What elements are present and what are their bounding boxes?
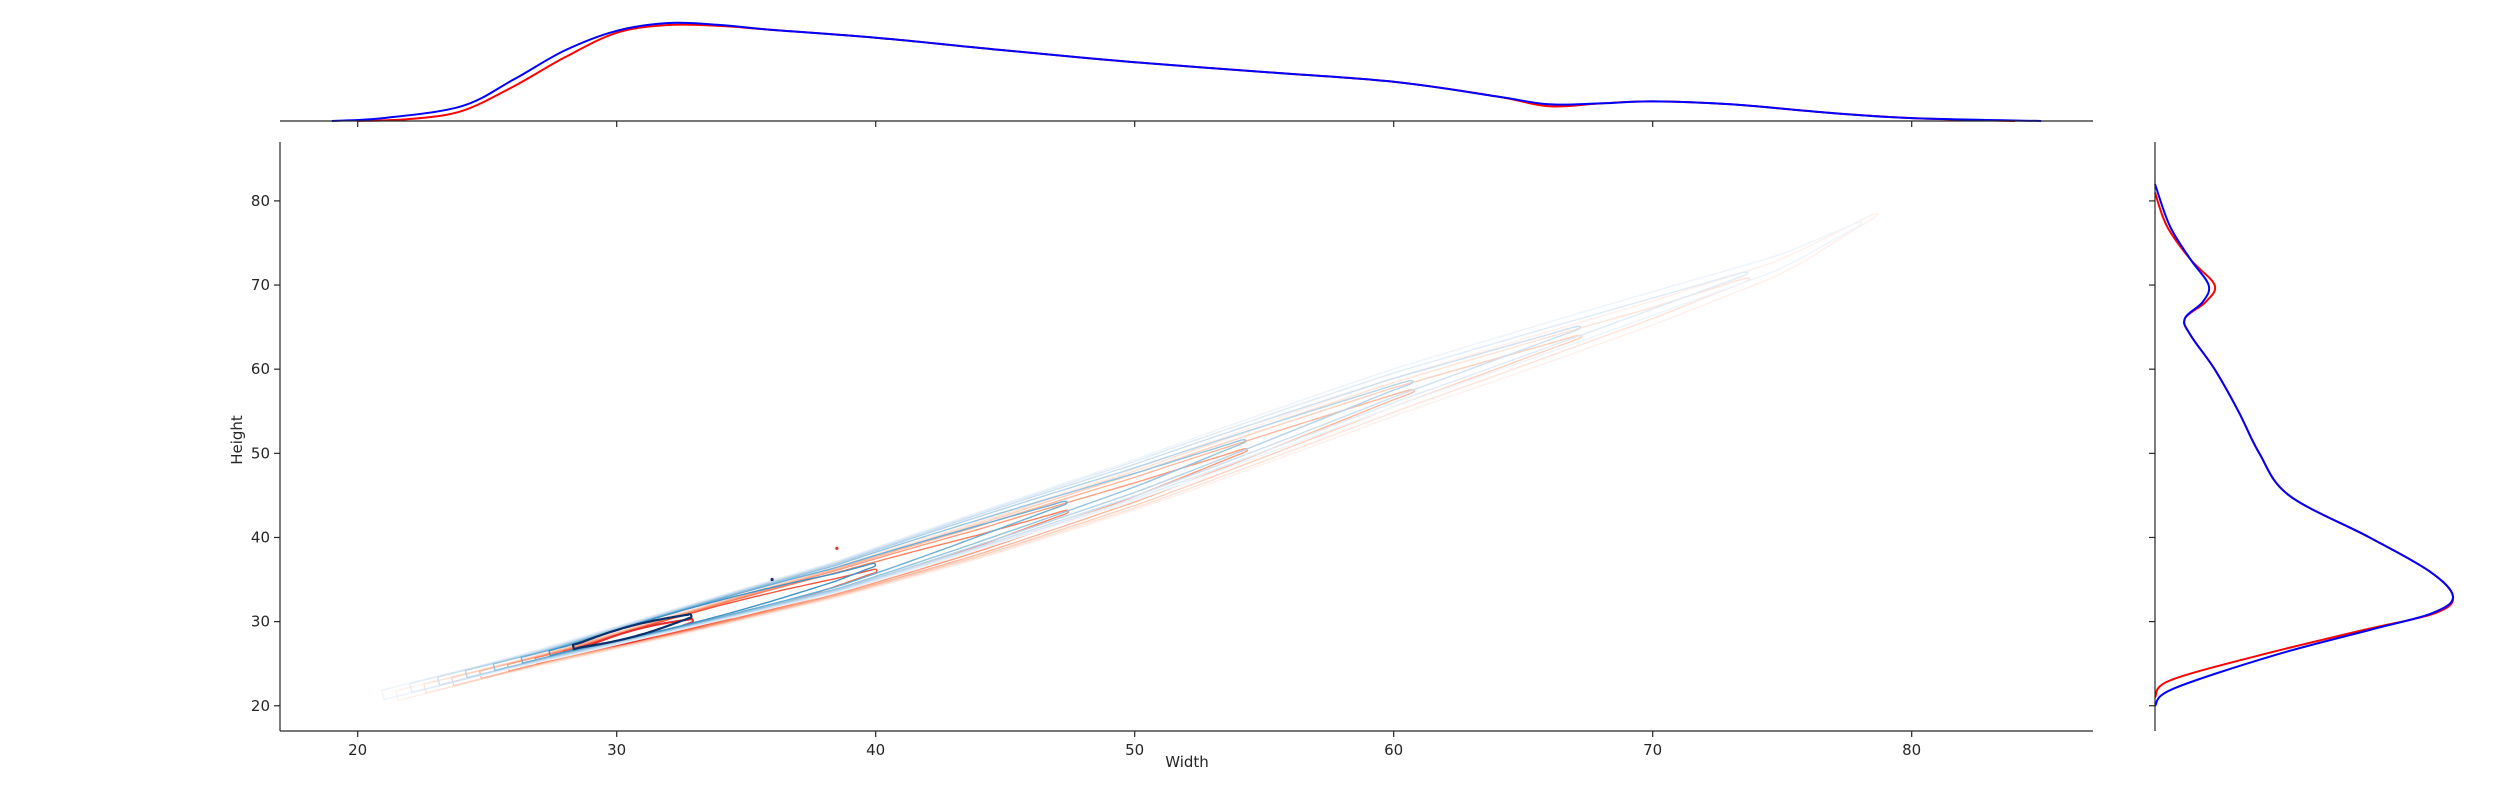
y-tick-label: 60 <box>251 360 270 378</box>
y-axis-title: Height <box>228 415 246 465</box>
x-axis-title: Width <box>1165 753 1209 771</box>
x-tick-label: 40 <box>866 741 885 759</box>
y-tick-label: 40 <box>251 528 270 546</box>
axes-layer: 20 30 40 50 60 70 80 20 30 40 50 60 70 80 <box>251 120 2156 759</box>
contour-layer <box>381 212 1878 701</box>
y-tick-label: 80 <box>251 192 270 210</box>
blue-x-density-curve <box>331 21 2042 122</box>
x-tick-label: 20 <box>348 741 367 759</box>
blue-density-peak <box>770 577 774 582</box>
x-tick-label: 70 <box>1643 741 1662 759</box>
blue-contour-level-3 <box>436 325 1582 686</box>
x-tick-label: 30 <box>607 741 626 759</box>
right-marginal <box>2154 183 2455 707</box>
y-tick-label: 20 <box>251 697 270 715</box>
red-contour-level-1 <box>395 212 1878 701</box>
blue-contour-level-1 <box>381 221 1863 701</box>
x-tick-label: 60 <box>1384 741 1403 759</box>
x-tick-label: 80 <box>1902 741 1921 759</box>
y-tick-label: 70 <box>251 276 270 294</box>
top-marginal <box>331 21 2042 122</box>
blue-contour-level-4 <box>464 379 1414 679</box>
blue-contour-level-8 <box>571 613 693 651</box>
red-contour-level-5 <box>506 448 1248 672</box>
blue-y-density-curve <box>2154 183 2454 707</box>
red-density-peak <box>835 546 839 551</box>
x-tick-label: 50 <box>1125 741 1144 759</box>
red-y-density-curve <box>2154 192 2455 698</box>
red-contour-level-7 <box>562 568 878 658</box>
y-tick-label: 30 <box>251 613 270 631</box>
blue-contour-level-2 <box>409 271 1749 693</box>
blue-contour-level-6 <box>520 500 1068 664</box>
blue-contour-level-7 <box>548 562 877 657</box>
blue-contour-level-5 <box>492 439 1247 672</box>
y-tick-label: 50 <box>251 444 270 462</box>
